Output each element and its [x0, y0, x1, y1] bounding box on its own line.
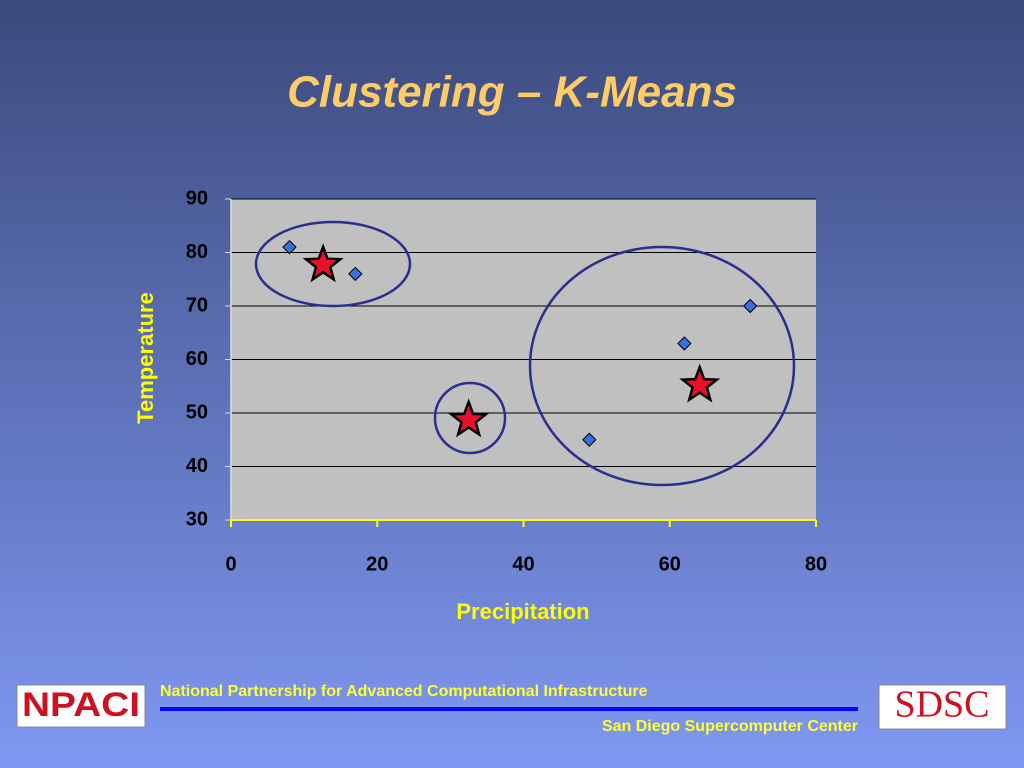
- logo-right-text: SDSC: [894, 684, 989, 726]
- cluster-outline: [254, 220, 412, 308]
- logo-right: [878, 684, 1007, 730]
- x-tick-label: 40: [512, 553, 534, 575]
- x-tick-label: 20: [366, 553, 388, 575]
- data-point: [677, 336, 692, 351]
- footer-line2: San Diego Supercomputer Center: [602, 718, 858, 735]
- cluster-outline: [433, 381, 507, 455]
- centroid: [302, 243, 344, 283]
- data-point: [742, 298, 758, 314]
- footer-line1: National Partnership for Advanced Comput…: [160, 683, 648, 700]
- logo-left: [16, 684, 146, 728]
- centroid: [448, 398, 490, 438]
- chart-title: Clustering – K-Means: [287, 68, 737, 117]
- data-point: [348, 266, 363, 282]
- y-tick-label: 50: [186, 401, 208, 423]
- x-tick-label: 60: [659, 553, 681, 575]
- y-tick-label: 70: [186, 294, 208, 316]
- data-point: [282, 239, 297, 255]
- data-point: [582, 432, 597, 447]
- y-tick-label: 30: [186, 508, 208, 530]
- y-tick-label: 90: [186, 187, 208, 209]
- x-tick-label: 80: [805, 553, 827, 575]
- logo-left-text: NPACI: [22, 686, 140, 724]
- x-axis-label: Precipitation: [456, 599, 589, 624]
- y-tick-label: 80: [186, 241, 208, 263]
- y-axis-label: Temperature: [133, 292, 158, 424]
- y-tick-label: 60: [186, 348, 208, 370]
- y-tick-label: 40: [186, 455, 208, 477]
- marks: [282, 239, 758, 447]
- centroid: [679, 363, 721, 403]
- cluster-outline: [528, 245, 796, 487]
- x-tick-label: 0: [225, 553, 236, 575]
